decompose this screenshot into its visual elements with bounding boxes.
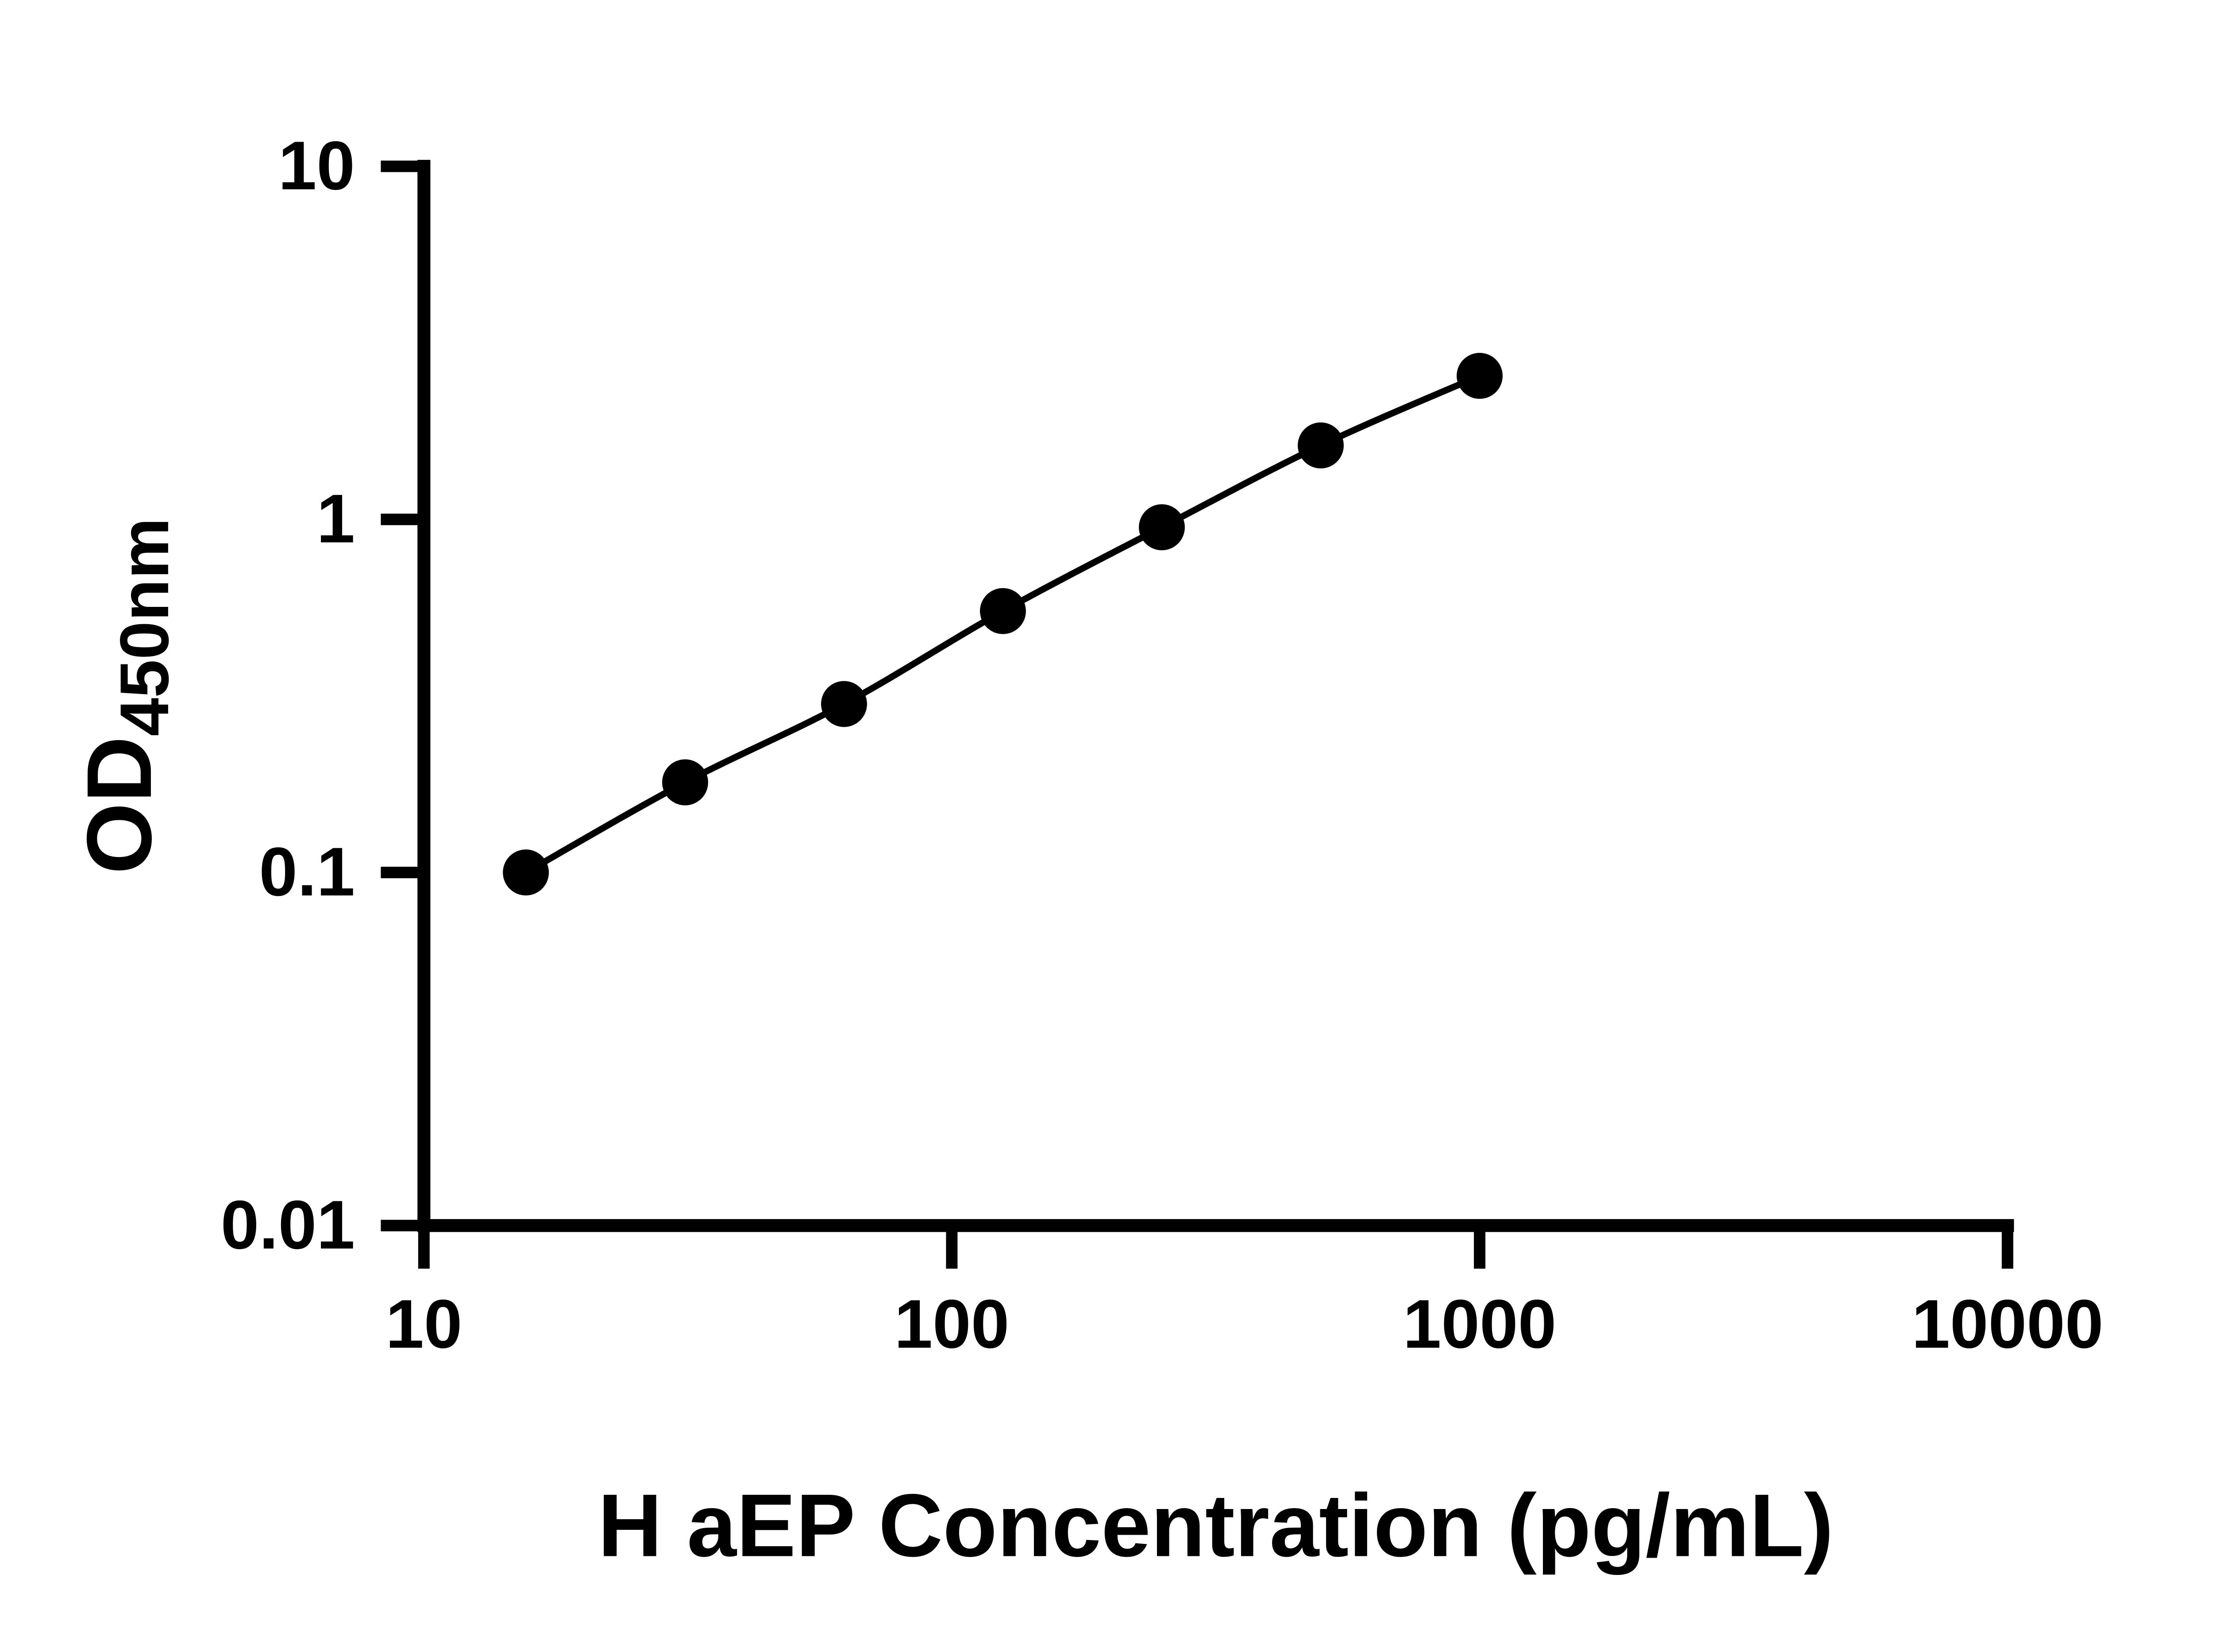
x-tick-label: 10000 (1912, 1286, 2103, 1363)
data-point (1298, 422, 1344, 469)
data-point (1139, 504, 1185, 551)
x-axis-title: H aEP Concentration (pg/mL) (598, 1475, 1834, 1575)
x-tick-label: 100 (894, 1286, 1009, 1363)
y-tick-label: 0.01 (221, 1187, 355, 1264)
data-point (662, 759, 708, 806)
x-tick-label: 10 (386, 1286, 462, 1363)
data-point (503, 849, 549, 895)
data-point (1457, 353, 1503, 399)
data-point (980, 588, 1026, 634)
y-tick-label: 0.1 (259, 834, 355, 911)
y-tick-label: 1 (316, 480, 355, 557)
y-tick-label: 10 (278, 127, 355, 205)
data-point (821, 681, 867, 727)
x-tick-label: 1000 (1403, 1286, 1557, 1363)
y-axis-title: OD450nm (68, 517, 183, 874)
